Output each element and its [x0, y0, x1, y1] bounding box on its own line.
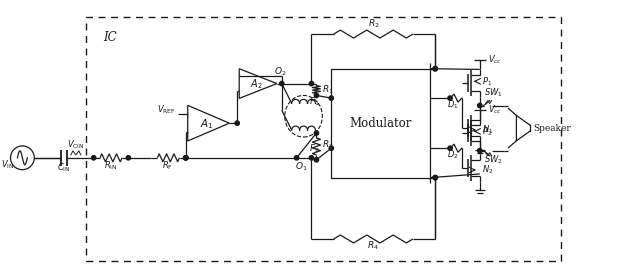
Text: $V_{\mathrm{CIN}}$: $V_{\mathrm{CIN}}$ [67, 139, 84, 152]
Circle shape [314, 158, 319, 162]
Circle shape [433, 175, 437, 180]
Text: $R_{\mathrm{F}}$: $R_{\mathrm{F}}$ [163, 160, 173, 172]
Text: $V_{\mathrm{REF}}$: $V_{\mathrm{REF}}$ [157, 103, 175, 116]
Text: $P_2$: $P_2$ [482, 125, 492, 138]
Text: Modulator: Modulator [349, 117, 412, 130]
Text: $P_1$: $P_1$ [482, 75, 492, 88]
Circle shape [433, 175, 437, 180]
Text: $V_{\mathrm{IN}}$: $V_{\mathrm{IN}}$ [1, 159, 14, 171]
Text: $C_{\mathrm{IN}}$: $C_{\mathrm{IN}}$ [57, 162, 70, 174]
Circle shape [92, 156, 96, 160]
Circle shape [448, 146, 452, 150]
Text: $V_{cc}$: $V_{cc}$ [488, 53, 502, 66]
Circle shape [314, 131, 319, 135]
Text: $R_1$: $R_1$ [323, 83, 334, 96]
Text: $SW_1$: $SW_1$ [484, 87, 503, 99]
Circle shape [235, 121, 239, 125]
Text: $D_1$: $D_1$ [447, 98, 459, 111]
Circle shape [309, 81, 314, 86]
Circle shape [433, 66, 437, 71]
Bar [86, 17, 561, 261]
Text: $N_1$: $N_1$ [482, 123, 493, 136]
Circle shape [184, 156, 188, 160]
Circle shape [314, 93, 319, 98]
Circle shape [294, 156, 299, 160]
Circle shape [309, 156, 314, 160]
Text: $V_{cc}$: $V_{cc}$ [488, 103, 502, 116]
Text: $R_4$: $R_4$ [367, 240, 380, 252]
Circle shape [184, 156, 188, 160]
Bar [332, 69, 430, 178]
Circle shape [477, 103, 482, 108]
Text: $R_2$: $R_2$ [367, 17, 379, 30]
Text: $O_1$: $O_1$ [295, 161, 308, 173]
Text: $D_2$: $D_2$ [447, 148, 459, 161]
Text: $F_2$: $F_2$ [309, 143, 320, 155]
Circle shape [280, 81, 284, 86]
Text: IC: IC [104, 31, 117, 44]
Circle shape [329, 96, 333, 100]
Circle shape [433, 66, 437, 71]
Text: $N_2$: $N_2$ [482, 164, 493, 176]
Text: $F_1$: $F_1$ [309, 95, 320, 108]
Circle shape [126, 156, 131, 160]
Text: $R_{\mathrm{IN}}$: $R_{\mathrm{IN}}$ [104, 160, 117, 172]
Text: $SW_2$: $SW_2$ [484, 153, 503, 166]
Text: $O_2$: $O_2$ [273, 66, 286, 78]
Circle shape [448, 96, 452, 100]
Text: $A_2$: $A_2$ [250, 78, 262, 91]
Text: $R_3$: $R_3$ [323, 138, 334, 151]
Text: Speaker: Speaker [533, 124, 571, 133]
Text: $A_1$: $A_1$ [200, 117, 213, 131]
Circle shape [477, 148, 482, 153]
Circle shape [329, 146, 333, 150]
Circle shape [184, 156, 188, 160]
